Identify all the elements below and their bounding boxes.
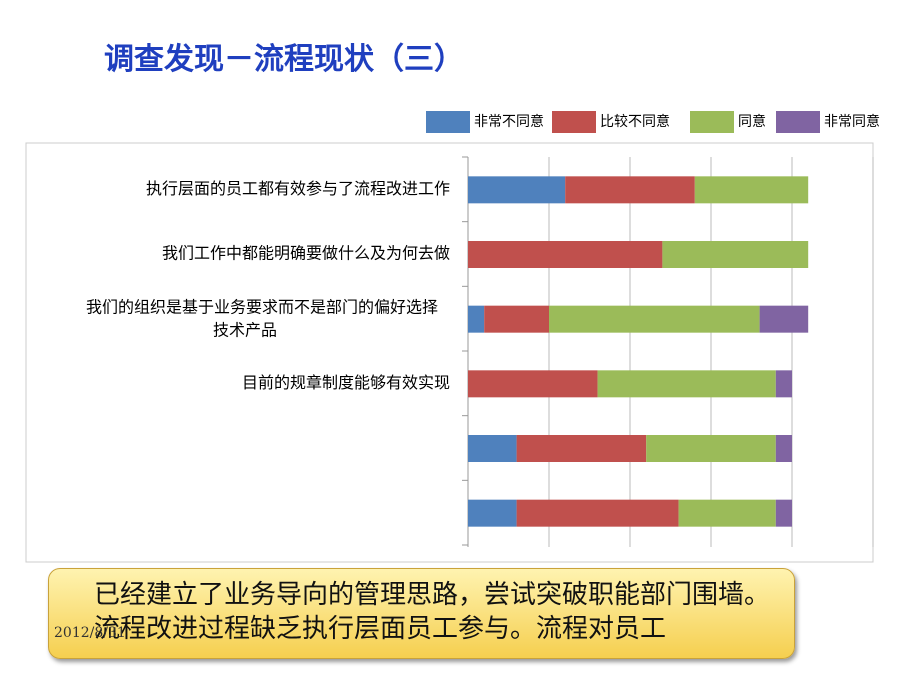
bar-segment <box>646 435 776 462</box>
legend-label: 非常同意 <box>824 113 880 130</box>
slide-title: 调查发现－流程现状（三） <box>104 42 464 77</box>
callout-text: 已经建立了业务导向的管理思路，尝试突破职能部门围墙。 流程改进过程缺乏执行层面员… <box>94 578 774 646</box>
legend-swatch <box>552 111 596 133</box>
legend-swatch <box>690 111 734 133</box>
bar-segment <box>775 499 792 527</box>
legend-label: 同意 <box>738 113 766 130</box>
callout-line: 已经建立了业务导向的管理思路，尝试突破职能部门围墙。 <box>94 580 771 610</box>
bar-segment <box>549 305 760 333</box>
bar-segment <box>775 435 792 462</box>
bar-segment <box>694 176 809 204</box>
bar-segment <box>468 435 517 462</box>
bar-segment <box>468 241 663 268</box>
bar-segment <box>468 176 566 204</box>
bar-segment <box>484 305 549 333</box>
callout-line: 流程改进过程缺乏执行层面员工参与。流程对员工 <box>94 614 667 644</box>
date: 2012/8/31 <box>54 625 126 641</box>
bar-segment <box>468 305 485 333</box>
y-tick-label: 目前的规章制度能够有效实现 <box>242 373 450 392</box>
bar-segment <box>678 499 776 527</box>
bar-segment <box>597 370 776 398</box>
y-tick-label: 我们工作中都能明确要做什么及为何去做 <box>162 244 450 263</box>
bar-segment <box>516 435 647 462</box>
legend-label: 比较不同意 <box>600 113 670 130</box>
y-tick-label: 执行层面的员工都有效参与了流程改进工作 <box>146 179 450 198</box>
legend-swatch <box>426 111 470 133</box>
bar-segment <box>775 370 792 398</box>
legend-label: 非常不同意 <box>474 113 544 130</box>
bar-segment <box>468 499 517 527</box>
legend-swatch <box>776 111 820 133</box>
bar-segment <box>662 241 809 268</box>
y-tick-label: 我们的组织是基于业务要求而不是部门的偏好选择技术产品 <box>86 297 438 339</box>
callout-box <box>48 568 795 659</box>
chart-frame <box>25 142 874 563</box>
bar-segment <box>565 176 695 204</box>
bar-segment <box>468 370 598 398</box>
bar-segment <box>516 499 679 527</box>
bar-segment <box>759 305 809 333</box>
